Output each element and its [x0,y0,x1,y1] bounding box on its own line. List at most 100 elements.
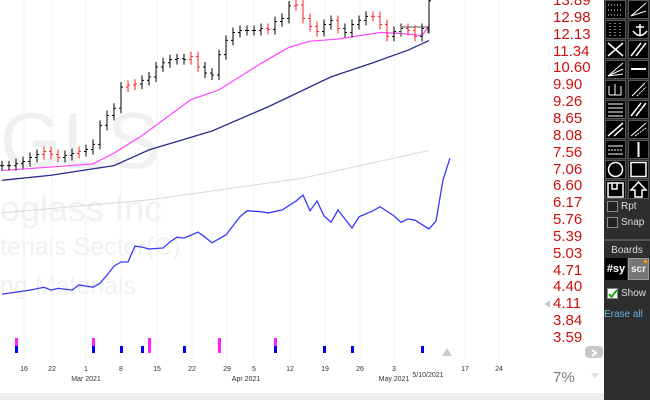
board-button-scr[interactable]: scr [628,258,649,280]
signal-marker-blue [323,346,326,353]
grid-dots-tool-icon [608,4,623,16]
vertical-line-tool-button[interactable] [628,140,649,159]
signal-marker-pink [274,338,277,346]
scroll-right-button[interactable] [585,346,603,358]
x-tick-label: 1 [84,366,88,373]
scroll-up-triangle-icon[interactable] [442,348,452,356]
price-tick-label: 4.71 [553,261,583,279]
x-tick-label: 8 [119,366,123,373]
price-tick-label: 11.34 [553,42,590,60]
hatched-tool-button[interactable] [628,80,649,99]
signal-marker-blue [141,346,144,353]
x-tick-label: 22 [48,366,56,373]
parallel-lines-tool-button[interactable] [628,40,649,59]
snap-checkbox[interactable]: Snap [607,217,644,228]
cross-lines-tool-button[interactable] [605,40,626,59]
price-tick-label: 8.65 [553,109,583,127]
fan-tool-icon [630,2,647,17]
price-tick-label: 8.08 [553,126,583,144]
signal-marker-blue [183,346,186,353]
vertical-line-tool-icon [637,142,640,157]
snap-label: Snap [621,217,645,228]
show-label: Show [621,288,647,299]
x-tick-label: 16 [20,366,28,373]
divider [604,239,650,241]
ma-long-line [1,150,430,214]
horizontal-line-tool-icon [631,68,646,70]
rpt-label: Rpt [621,201,637,212]
rpt-checkbox[interactable]: Rpt [607,201,637,212]
price-tick-label: 4.40 [553,278,583,296]
arrow-up-tool-icon [629,180,648,198]
horizontal-scrollbar[interactable] [0,393,604,400]
price-chart[interactable]: GLS oglass Inc terials Sector(C) ng Mate… [0,0,550,393]
price-tick-label: 10.60 [553,59,591,77]
x-tick-label: 26 [356,366,364,373]
grid-vertical-tool-button[interactable] [605,20,626,39]
horizontal-line-tool-button[interactable] [628,60,649,79]
signal-marker-blue [421,346,424,353]
boards-heading: Boards [611,245,643,256]
ray-tool-icon [630,122,647,137]
grid-dots-tool-button[interactable] [605,0,626,19]
signal-marker-pink [218,338,221,353]
signal-marker-pink [148,338,151,353]
x-tick-label: 24 [495,366,503,373]
erase-all-link[interactable]: Erase all [604,309,643,320]
pitchfork-tool-icon [608,84,622,96]
rectangle-tool-button[interactable] [628,160,649,179]
board-scr-label: scr [630,264,646,275]
speed-fan-tool-icon [607,62,624,77]
x-tick-label: 22 [188,366,196,373]
rectangle-tool-icon [630,161,647,178]
chart-canvas [0,0,500,360]
price-tick-label: 5.03 [553,244,583,262]
price-tick-label: 6.17 [553,194,583,212]
grid-vertical-tool-icon [609,23,621,36]
arrow-up-tool-button[interactable] [628,180,649,199]
price-tick-label: 7.56 [553,143,583,161]
rpt-box[interactable] [607,201,618,212]
dashed-horizontal-tool-button[interactable] [605,140,626,159]
snap-box[interactable] [607,217,618,228]
zoom-dropdown-icon[interactable] [591,373,599,378]
price-axis[interactable]: 13.89 12.98 12.13 11.34 10.60 9.90 9.26 8.65 8.0… [544,0,604,393]
price-tick-label: 13.89 [553,0,591,9]
multi-horizontal-tool-button[interactable] [605,100,626,119]
signal-marker-blue [351,346,354,353]
fan-tool-button[interactable] [628,0,649,19]
checkmark-icon [608,289,618,299]
signal-marker-blue [274,346,277,353]
signal-marker-blue [92,346,95,353]
x-tick-label: 19 [321,366,329,373]
price-tick-label: 9.26 [553,93,583,111]
x-tick-label: 29 [223,366,231,373]
pitchfork-tool-button[interactable] [605,80,626,99]
circle-tool-button[interactable] [605,160,626,179]
price-tick-label: 7.06 [553,160,583,178]
double-diagonal-tool-icon [630,102,647,117]
show-checkbox[interactable]: Show [607,288,646,299]
x-tick-label: 3 [392,366,396,373]
diagonal-tool-button[interactable] [605,120,626,139]
save-tool-button[interactable] [605,180,626,199]
signal-marker-blue [120,346,123,353]
anchor-tool-icon [632,24,648,37]
ray-tool-button[interactable] [628,120,649,139]
price-tick-label: 3.59 [553,329,583,346]
show-box[interactable] [607,288,618,299]
board-button-sy[interactable]: #sy [605,258,627,280]
base-box [400,26,429,35]
price-tick-label: 5.39 [553,227,583,245]
board-badge-dot [644,260,647,263]
price-tick-label: 9.90 [553,76,583,94]
price-tick-label: 3.84 [553,312,583,330]
x-tick-label: 12 [286,366,294,373]
anchor-tool-button[interactable] [628,20,649,39]
chevron-right-icon [591,349,598,357]
signal-marker-pink [92,338,95,346]
signal-marker-blue [15,346,18,353]
double-diagonal-tool-button[interactable] [628,100,649,119]
price-tick-label: 12.98 [553,8,591,26]
speed-fan-tool-button[interactable] [605,60,626,79]
